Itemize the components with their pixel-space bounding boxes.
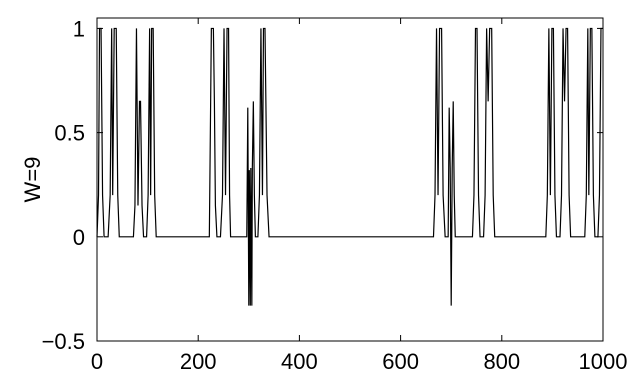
y-tick-label: 1 [73,16,85,41]
x-tick-label: 800 [483,349,520,374]
y-axis-label: W=9 [20,157,45,203]
x-tick-label: 0 [91,349,103,374]
y-tick-label: −0.5 [42,329,85,354]
y-tick-label: 0 [73,225,85,250]
x-tick-label: 600 [382,349,419,374]
ticks-layer [96,18,604,342]
series-line-0 [96,27,603,306]
x-tick-label: 200 [180,349,217,374]
plot-frame [96,17,604,342]
x-tick-label: 1000 [579,349,628,374]
y-tick-label: 0.5 [54,121,85,146]
x-tick-label: 400 [281,349,318,374]
labels-layer: 0 200 400 600 800 1000−0.500.51 [42,16,628,374]
series-layer [96,27,603,306]
